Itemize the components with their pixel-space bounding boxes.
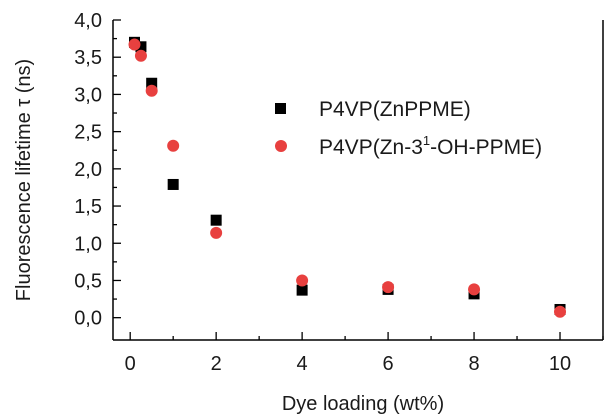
y-tick-label: 2,5	[74, 122, 102, 144]
legend-label-series-2-sup: 1	[423, 133, 430, 148]
series-1-point	[167, 178, 179, 190]
series-2-point	[145, 84, 158, 97]
data-points	[128, 36, 567, 318]
y-tick-label: 3,0	[74, 84, 102, 106]
legend-label-series-2-main: P4VP(Zn-3	[319, 136, 423, 159]
x-tick-label: 8	[468, 353, 479, 375]
plot-frame	[112, 20, 604, 341]
series-2-point	[468, 283, 481, 296]
y-tick-label: 1,0	[74, 233, 102, 255]
legend-marker-series-2	[275, 140, 287, 152]
y-tick-label: 0,5	[74, 270, 102, 292]
series-2-point	[167, 139, 180, 152]
x-axis-ticks: 0 2 4 6 8 10	[125, 332, 604, 375]
y-tick-label: 2,0	[74, 159, 102, 181]
series-1-point	[146, 77, 158, 89]
legend-label-series-2-rest: -OH-PPME)	[430, 136, 542, 159]
series-1-point	[296, 284, 308, 296]
series-2-point	[128, 38, 141, 51]
legend-marker-series-1	[275, 103, 286, 114]
x-tick-label: 0	[125, 353, 136, 375]
series-2-point	[134, 49, 147, 62]
series-2-point	[210, 226, 223, 239]
y-axis-ticks: 0,0 0,5 1,0 1,5 2,0 2,5 3,0 3,5 4,0	[74, 10, 121, 330]
x-tick-label: 2	[211, 353, 222, 375]
legend-label-series-1: P4VP(ZnPPME)	[319, 98, 471, 121]
x-tick-label: 10	[549, 353, 571, 375]
series-2-point	[554, 305, 567, 318]
legend: P4VP(ZnPPME) P4VP(Zn-31-OH-PPME)	[275, 98, 542, 159]
series-1-point	[210, 214, 222, 226]
y-axis-title: Fluorescence lifetime τ (ns)	[13, 59, 35, 301]
series-2-point	[296, 274, 309, 287]
x-axis-title: Dye loading (wt%)	[282, 393, 444, 415]
y-tick-label: 0,0	[74, 308, 102, 330]
legend-label-series-2: P4VP(Zn-31-OH-PPME)	[319, 133, 542, 159]
x-tick-label: 4	[297, 353, 308, 375]
series-1-point	[135, 41, 147, 53]
y-tick-label: 3,5	[74, 47, 102, 69]
series-2-point	[382, 281, 395, 294]
x-tick-label: 6	[383, 353, 394, 375]
y-tick-label: 4,0	[74, 10, 102, 32]
y-tick-label: 1,5	[74, 196, 102, 218]
